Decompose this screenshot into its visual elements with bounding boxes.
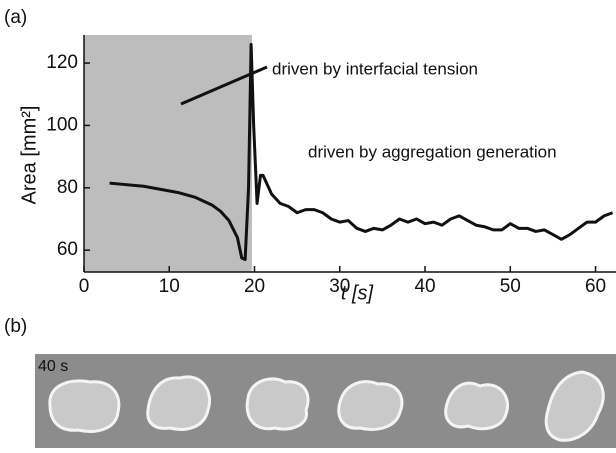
y-tick-label: 60 bbox=[57, 239, 78, 260]
figure: (a) (b) 60801001200102030405060 Area [mm… bbox=[0, 0, 616, 448]
aggregate bbox=[148, 377, 210, 430]
y-tick-label: 80 bbox=[57, 177, 78, 198]
aggregate bbox=[50, 381, 119, 431]
image-strip: 40 s bbox=[35, 354, 616, 448]
time-label: 40 s bbox=[38, 358, 68, 375]
annotation: driven by aggregation generation bbox=[308, 142, 557, 161]
panel-label: (a) bbox=[4, 7, 27, 28]
y-tick-label: 100 bbox=[46, 114, 78, 135]
x-tick-label: 40 bbox=[414, 276, 435, 297]
y-axis-label: Area [mm²] bbox=[18, 106, 40, 205]
shaded-region bbox=[84, 35, 252, 272]
image-background bbox=[35, 354, 616, 448]
x-tick-label: 20 bbox=[244, 276, 265, 297]
x-tick-label: 50 bbox=[500, 276, 521, 297]
x-tick-label: 0 bbox=[79, 276, 90, 297]
x-tick-label: 10 bbox=[159, 276, 180, 297]
aggregate bbox=[446, 383, 508, 428]
aggregate bbox=[247, 379, 308, 429]
x-tick-label: 60 bbox=[585, 276, 606, 297]
aggregate bbox=[339, 382, 402, 430]
y-tick-label: 120 bbox=[46, 52, 78, 73]
panel-label: (b) bbox=[4, 316, 27, 337]
annotation: driven by interfacial tension bbox=[272, 59, 478, 78]
x-axis-label: t [s] bbox=[341, 282, 374, 304]
